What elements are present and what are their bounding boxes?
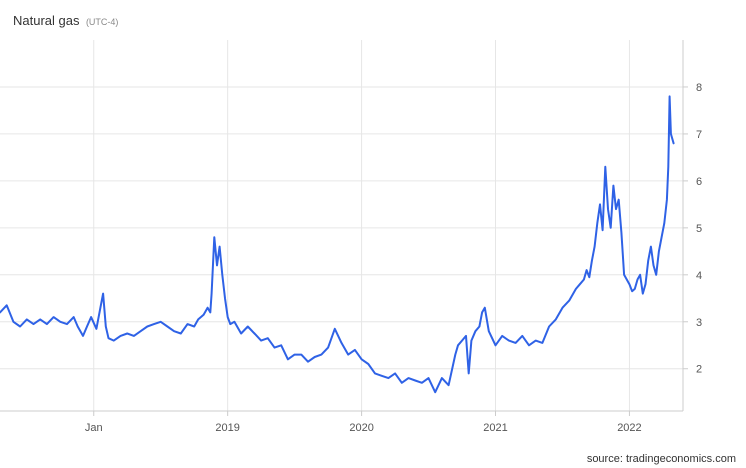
chart-subtitle: (UTC-4) [85, 17, 119, 27]
series-layer [0, 95, 675, 394]
axes [0, 40, 688, 416]
chart-title: Natural gas [13, 13, 80, 28]
y-tick-label: 2 [696, 364, 702, 376]
y-tick-label: 8 [696, 82, 702, 94]
x-tick-label: 2020 [349, 422, 373, 434]
series-line [0, 95, 675, 394]
x-tick-label: Jan [85, 422, 103, 434]
x-tick-label: 2022 [617, 422, 641, 434]
x-tick-label: 2021 [483, 422, 507, 434]
y-tick-label: 5 [696, 223, 702, 235]
y-tick-label: 7 [696, 129, 702, 141]
x-tick-label: 2019 [215, 422, 239, 434]
x-tick-labels: Jan 2019 2020 2021 2022 [85, 422, 642, 434]
y-tick-label: 3 [696, 317, 702, 329]
y-tick-labels: 2 3 4 5 6 7 8 [696, 82, 702, 376]
source-label: source: tradingeconomics.com [586, 453, 736, 465]
chart-title-block: Natural gas (UTC-4) [13, 12, 118, 30]
y-tick-label: 4 [696, 270, 702, 282]
grid-lines [0, 40, 683, 411]
y-tick-label: 6 [696, 176, 702, 188]
